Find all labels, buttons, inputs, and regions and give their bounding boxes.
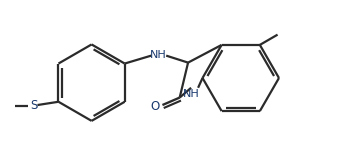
Text: O: O: [151, 100, 160, 113]
Text: S: S: [31, 99, 38, 112]
Text: NH: NH: [183, 89, 200, 99]
Text: NH: NH: [150, 50, 167, 60]
